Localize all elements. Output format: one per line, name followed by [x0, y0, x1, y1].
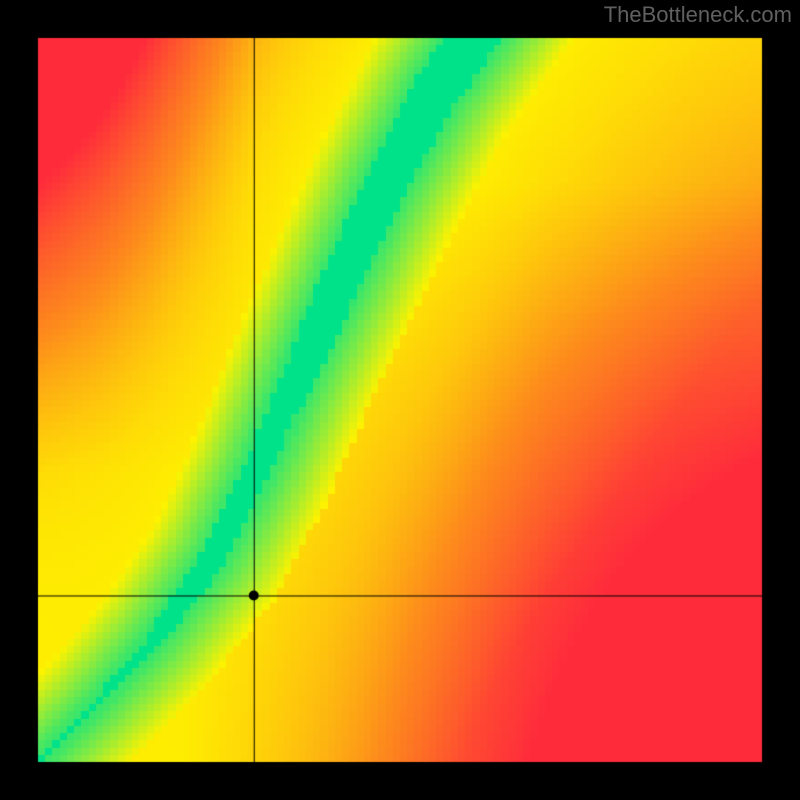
bottleneck-heatmap [0, 0, 800, 800]
chart-container: TheBottleneck.com [0, 0, 800, 800]
watermark-text: TheBottleneck.com [604, 2, 792, 28]
